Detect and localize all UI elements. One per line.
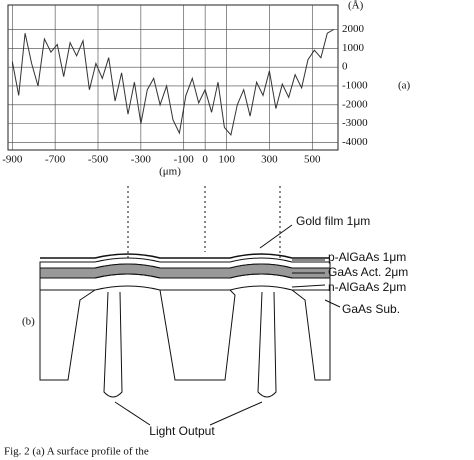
y-tick-label: 1000 xyxy=(342,42,365,54)
panel-label: (b) xyxy=(22,316,35,328)
y-tick-label: -3000 xyxy=(342,117,368,129)
x-tick-label: 0 xyxy=(202,154,208,166)
substrate xyxy=(159,289,236,381)
layer-label: GaAs Sub. xyxy=(342,302,400,316)
plot-frame xyxy=(7,4,339,151)
x-tick-label: -900 xyxy=(2,154,23,166)
light-rod xyxy=(103,291,123,398)
leader xyxy=(259,224,293,249)
output-label: Light Output xyxy=(149,424,215,438)
layer-label: p-AlGaAs 1μm xyxy=(328,250,406,264)
gold-film xyxy=(40,253,330,259)
y-unit: (Å) xyxy=(348,0,364,12)
x-tick-label: -300 xyxy=(131,154,152,166)
y-tick-label: -2000 xyxy=(342,98,368,110)
caption: Fig. 2 (a) A surface profile of the xyxy=(4,446,149,458)
profile-line xyxy=(11,29,334,136)
layer-label: GaAs Act. 2μm xyxy=(328,265,408,279)
panel-label: (a) xyxy=(398,80,411,92)
leader xyxy=(114,401,151,426)
layer-label: Gold film 1μm xyxy=(296,214,370,228)
leader xyxy=(324,299,341,308)
y-tick-label: 2000 xyxy=(342,23,365,35)
active-layer xyxy=(39,263,331,279)
y-tick-label: -4000 xyxy=(342,136,368,148)
x-tick-label: 500 xyxy=(304,154,321,166)
y-tick-label: -1000 xyxy=(342,80,368,92)
substrate xyxy=(39,289,96,381)
leader xyxy=(291,284,326,288)
leader xyxy=(209,401,263,426)
x-tick-label: 100 xyxy=(218,154,235,166)
y-tick-label: 0 xyxy=(342,61,348,73)
x-unit: (μm) xyxy=(159,166,181,178)
light-rod xyxy=(257,291,277,398)
x-tick-label: 300 xyxy=(261,154,278,166)
x-tick-label: -700 xyxy=(45,154,66,166)
substrate xyxy=(291,289,331,381)
structure-diagram xyxy=(39,186,341,426)
x-tick-label: -500 xyxy=(88,154,109,166)
x-tick-label: -100 xyxy=(174,154,195,166)
layer-label: n-AlGaAs 2μm xyxy=(328,280,406,294)
